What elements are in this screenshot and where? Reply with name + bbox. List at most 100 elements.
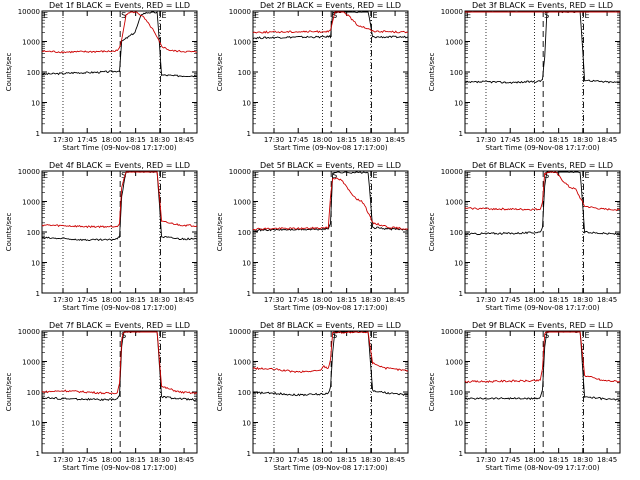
end-marker-label: E (372, 331, 377, 340)
end-marker-label: E (161, 11, 166, 20)
y-axis-label: Counts/sec (5, 53, 13, 92)
x-tick-label: 18:30 (361, 136, 381, 144)
y-tick-label: 10000 (441, 328, 463, 336)
x-tick-label: 18:30 (573, 136, 593, 144)
x-tick-label: 18:45 (385, 296, 405, 304)
start-marker-label: S (332, 171, 337, 180)
lld-series-line (252, 11, 409, 34)
end-marker-label: E (372, 171, 377, 180)
x-tick-label: 18:15 (337, 296, 357, 304)
end-marker-label: E (161, 171, 166, 180)
y-tick-label: 1000 (445, 359, 463, 367)
lld-series-line (464, 171, 621, 212)
x-tick-label: 18:00 (101, 296, 121, 304)
end-marker-label: E (584, 11, 589, 20)
x-tick-label: 17:30 (53, 456, 73, 464)
y-tick-label: 10000 (229, 168, 251, 176)
y-tick-label: 1000 (445, 199, 463, 207)
x-tick-label: 18:00 (524, 456, 544, 464)
y-tick-label: 1 (459, 290, 463, 298)
x-tick-label: 18:00 (101, 136, 121, 144)
x-tick-label: 18:45 (597, 136, 617, 144)
x-tick-label: 18:45 (597, 296, 617, 304)
x-tick-label: 17:45 (500, 296, 520, 304)
y-tick-label: 1000 (22, 199, 40, 207)
y-tick-label: 10 (242, 420, 251, 428)
y-axis-label: Counts/sec (428, 213, 436, 252)
y-axis-label: Counts/sec (216, 213, 224, 252)
chart-panel-4: Det 4f BLACK = Events, RED = LLD 1 10 100 10… (5, 161, 198, 312)
y-tick-label: 1000 (233, 39, 251, 47)
x-tick-label: 18:15 (126, 296, 146, 304)
left-edge-marker-label: E (254, 11, 259, 20)
y-axis-label: Counts/sec (5, 213, 13, 252)
y-tick-label: 10000 (18, 168, 40, 176)
x-tick-label: 17:30 (53, 296, 73, 304)
x-tick-label: 18:30 (361, 456, 381, 464)
y-tick-label: 1000 (233, 359, 251, 367)
x-tick-label: 18:45 (385, 136, 405, 144)
chart-title: Det 8f BLACK = Events, RED = LLD (260, 321, 401, 330)
y-tick-label: 100 (27, 389, 40, 397)
x-axis-label: Start Time (09-Nov-08 17:17:00) (273, 144, 387, 152)
x-tick-label: 17:45 (288, 456, 308, 464)
x-tick-label: 17:30 (264, 296, 284, 304)
chart-panel-8: Det 8f BLACK = Events, RED = LLD 1 10 100 10… (216, 321, 409, 472)
y-tick-label: 1000 (22, 359, 40, 367)
y-tick-label: 10000 (229, 328, 251, 336)
y-tick-label: 10 (31, 420, 40, 428)
events-series-line (464, 331, 621, 402)
x-tick-label: 18:00 (524, 136, 544, 144)
chart-title: Det 6f BLACK = Events, RED = LLD (472, 161, 613, 170)
y-tick-label: 10000 (18, 8, 40, 16)
chart-panel-7: Det 7f BLACK = Events, RED = LLD 1 10 100 10… (5, 321, 198, 472)
x-tick-label: 17:45 (500, 136, 520, 144)
x-tick-label: 17:30 (264, 136, 284, 144)
chart-title: Det 9f BLACK = Events, RED = LLD (472, 321, 613, 330)
x-axis-label: Start Time (09-Nov-08 17:17:00) (485, 144, 599, 152)
left-edge-marker-label: E (254, 331, 259, 340)
x-tick-label: 18:45 (385, 456, 405, 464)
plot-frame (464, 170, 621, 294)
y-tick-label: 1 (36, 130, 40, 138)
y-tick-label: 100 (27, 229, 40, 237)
chart-panel-5: Det 5f BLACK = Events, RED = LLD 1 10 100 10… (216, 161, 409, 312)
x-tick-label: 18:15 (549, 456, 569, 464)
end-marker-label: E (584, 171, 589, 180)
end-marker-label: E (584, 331, 589, 340)
lld-series-line (464, 331, 621, 383)
x-tick-label: 18:15 (549, 136, 569, 144)
y-tick-label: 1 (459, 450, 463, 458)
x-tick-label: 17:45 (288, 296, 308, 304)
x-tick-label: 18:30 (573, 296, 593, 304)
events-series-line (464, 171, 621, 236)
y-axis-label: Counts/sec (428, 373, 436, 412)
x-tick-label: 17:45 (77, 456, 97, 464)
y-axis-label: Counts/sec (216, 53, 224, 92)
x-axis-label: Start Time (08-Nov-09 17:17:00) (485, 464, 599, 472)
start-marker-label: S (121, 11, 126, 20)
lld-series-line (41, 171, 198, 229)
x-axis-label: Start Time (09-Nov-08 17:17:00) (273, 304, 387, 312)
chart-panel-1: Det 1f BLACK = Events, RED = LLD 1 10 100 10… (5, 1, 198, 152)
end-marker-label: E (161, 331, 166, 340)
x-axis-label: Start Time (09-Nov-08 17:17:00) (62, 144, 176, 152)
y-tick-label: 100 (450, 389, 463, 397)
x-tick-label: 17:45 (77, 136, 97, 144)
x-axis-label: Start Time (09-Nov-08 17:17:00) (62, 304, 176, 312)
x-tick-label: 18:30 (150, 296, 170, 304)
chart-title: Det 2f BLACK = Events, RED = LLD (260, 1, 401, 10)
chart-panel-6: Det 6f BLACK = Events, RED = LLD 1 10 100 10… (428, 161, 621, 312)
plot-frame (252, 170, 409, 294)
y-tick-label: 10 (454, 420, 463, 428)
x-tick-label: 17:30 (53, 136, 73, 144)
left-edge-marker-label: E (466, 11, 471, 20)
y-tick-label: 1 (459, 130, 463, 138)
left-edge-marker-label: E (43, 331, 48, 340)
plot-frame (464, 330, 621, 454)
y-tick-label: 10 (242, 260, 251, 268)
x-tick-label: 18:30 (361, 296, 381, 304)
lld-series-line (41, 331, 198, 395)
x-axis-label: Start Time (09-Nov-08 17:17:00) (485, 304, 599, 312)
